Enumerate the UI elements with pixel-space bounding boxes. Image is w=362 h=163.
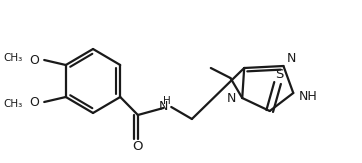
Text: CH₃: CH₃ xyxy=(3,53,22,63)
Text: NH: NH xyxy=(299,90,318,104)
Text: N: N xyxy=(227,91,236,104)
Text: O: O xyxy=(132,140,143,153)
Text: S: S xyxy=(275,67,284,81)
Text: H: H xyxy=(164,96,171,106)
Text: CH₃: CH₃ xyxy=(3,99,22,109)
Text: O: O xyxy=(29,53,39,67)
Text: N: N xyxy=(159,101,168,113)
Text: N: N xyxy=(286,52,296,65)
Text: O: O xyxy=(29,96,39,109)
